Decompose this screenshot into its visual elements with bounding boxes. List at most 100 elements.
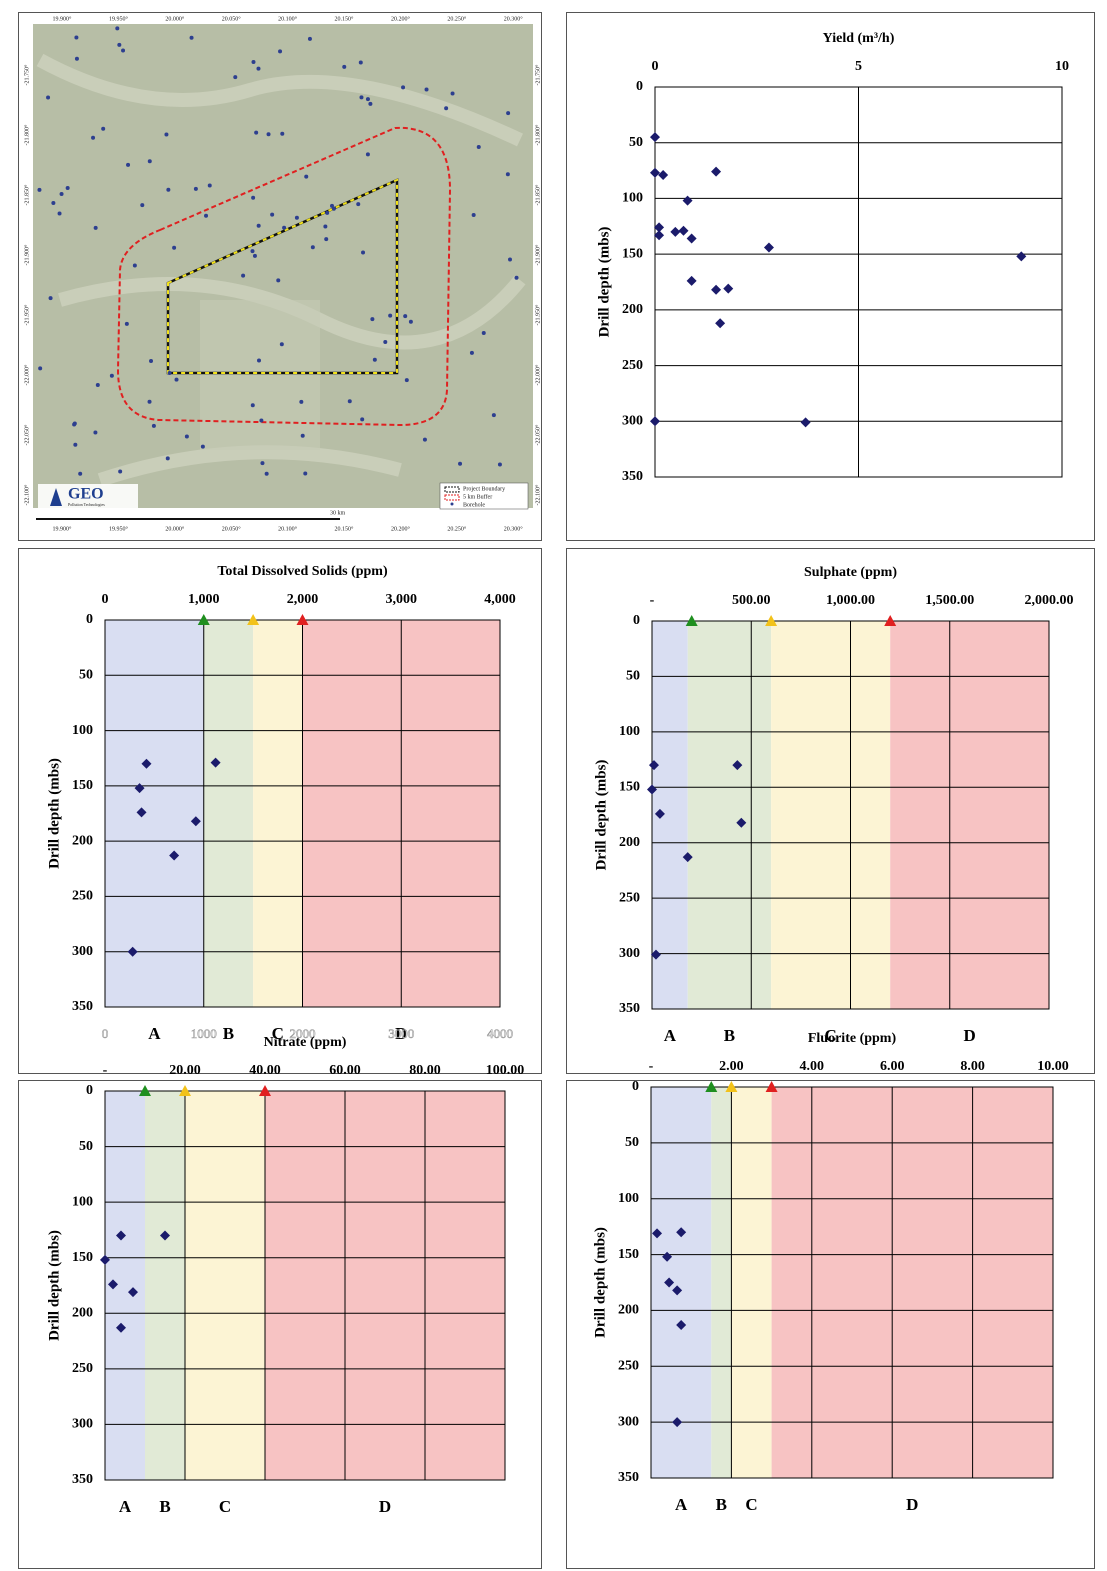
borehole	[60, 192, 64, 196]
zone-band	[253, 620, 302, 1007]
panel	[567, 13, 1095, 541]
zone-label: A	[119, 1497, 132, 1516]
y-tick-label: 300	[619, 946, 640, 961]
borehole	[148, 400, 152, 404]
y-tick-label: 0	[632, 1079, 639, 1094]
borehole	[361, 250, 365, 254]
x-tick-label: 40.00	[249, 1063, 281, 1078]
borehole	[251, 60, 255, 64]
borehole	[303, 471, 307, 475]
borehole	[425, 87, 429, 91]
borehole	[133, 263, 137, 267]
borehole	[74, 35, 78, 39]
zone-band	[771, 621, 890, 1009]
legend-label: 5 km Buffer	[463, 493, 492, 500]
x-tick-label: 80.00	[409, 1063, 441, 1078]
borehole	[72, 422, 76, 426]
lon-tick-label: 20.100°	[278, 525, 298, 532]
y-tick-label: 350	[622, 469, 643, 484]
zone-label: B	[716, 1495, 727, 1514]
lat-tick-label: -22.100°	[23, 484, 30, 505]
y-tick-label: 150	[618, 1247, 639, 1262]
borehole	[451, 92, 455, 96]
y-tick-label: 200	[72, 1306, 93, 1321]
legend-label: Project Boundary	[463, 486, 505, 492]
y-tick-label: 0	[633, 613, 640, 628]
lon-tick-label: 20.250°	[447, 525, 467, 532]
borehole	[267, 132, 271, 136]
x-tick-label: 20.00	[169, 1063, 201, 1078]
y-tick-label: 300	[72, 944, 93, 959]
borehole	[91, 136, 95, 140]
legend-swatch	[451, 503, 454, 506]
x-tick-label: 100.00	[486, 1063, 525, 1078]
borehole	[204, 214, 208, 218]
point	[711, 167, 721, 177]
y-tick-label: 300	[622, 414, 643, 429]
borehole	[515, 276, 519, 280]
x-tick-label: 500.00	[732, 593, 771, 608]
lat-tick-label: -22.050°	[534, 424, 541, 445]
borehole	[75, 57, 79, 61]
borehole	[276, 278, 280, 282]
point	[711, 285, 721, 295]
borehole	[251, 196, 255, 200]
point	[715, 318, 725, 328]
bottom-tick-label: 1000	[191, 1026, 217, 1041]
borehole	[342, 65, 346, 69]
borehole	[508, 257, 512, 261]
y-tick-label: 250	[72, 889, 93, 904]
lon-tick-label: 19.950°	[109, 525, 129, 532]
lat-tick-label: -21.800°	[23, 124, 30, 145]
borehole	[257, 358, 261, 362]
borehole	[330, 204, 334, 208]
x-tick-label: 0	[652, 59, 659, 74]
x-tick-label: 2,000	[287, 592, 319, 607]
chart-title: Yield (m³/h)	[823, 31, 895, 46]
page: {"map": {"lon_ticks": ["19.900°", "19.95…	[0, 0, 1107, 1571]
y-tick-label: 100	[72, 1194, 93, 1209]
borehole	[492, 413, 496, 417]
figure: Project Boundary 5 km Buffer Borehole GE…	[0, 0, 1107, 1571]
borehole	[506, 111, 510, 115]
zone-band	[651, 1087, 711, 1478]
borehole	[164, 133, 168, 137]
lon-tick-label: 20.150°	[335, 525, 355, 532]
y-tick-label: 200	[618, 1303, 639, 1318]
borehole	[126, 163, 130, 167]
lon-tick-label: 19.900°	[53, 15, 73, 22]
scale-label: 30 km	[330, 510, 346, 516]
point	[658, 170, 668, 180]
lat-tick-label: -22.000°	[23, 364, 30, 385]
borehole	[101, 127, 105, 131]
point	[650, 132, 660, 142]
borehole	[403, 314, 407, 318]
lon-tick-label: 19.950°	[109, 15, 129, 22]
borehole	[265, 472, 269, 476]
borehole	[253, 254, 257, 258]
point	[687, 276, 697, 286]
borehole	[348, 399, 352, 403]
logo-sub: Pollution Technologies	[68, 502, 105, 507]
lon-tick-label: 20.100°	[278, 15, 298, 22]
borehole	[409, 320, 413, 324]
borehole	[299, 400, 303, 404]
x-tick-label: -	[649, 1059, 654, 1074]
borehole	[140, 203, 144, 207]
x-tick-label: 0	[102, 592, 109, 607]
zone-label: B	[724, 1026, 735, 1045]
borehole	[152, 424, 156, 428]
x-tick-label: 4,000	[484, 592, 516, 607]
y-tick-label: 350	[72, 999, 93, 1014]
lon-tick-label: 20.050°	[222, 525, 242, 532]
borehole	[96, 383, 100, 387]
lon-tick-label: 20.000°	[165, 525, 185, 532]
chart-title: Fluorite (ppm)	[808, 1031, 897, 1046]
borehole	[280, 132, 284, 136]
lon-tick-label: 19.900°	[53, 525, 73, 532]
zone-label: A	[148, 1024, 161, 1043]
lon-tick-label: 20.250°	[447, 15, 467, 22]
zone-label: C	[745, 1495, 757, 1514]
borehole	[194, 187, 198, 191]
borehole	[58, 212, 62, 216]
